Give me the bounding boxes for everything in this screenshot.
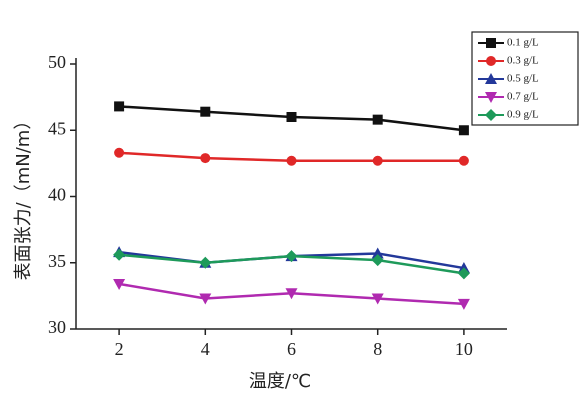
marker	[458, 155, 469, 166]
x-tick-label: 4	[201, 339, 210, 359]
marker	[457, 267, 470, 280]
marker	[199, 256, 212, 269]
x-axis-label: 温度/℃	[249, 371, 311, 392]
y-tick-label: 50	[48, 52, 66, 72]
marker	[286, 112, 297, 122]
legend-marker	[486, 38, 496, 48]
legend-label: 0.9 g/L	[507, 109, 539, 121]
marker	[114, 101, 125, 112]
marker	[286, 155, 297, 166]
marker	[457, 298, 470, 310]
y-axis-label: 表面张力/（mN/m）	[13, 112, 34, 281]
marker	[372, 114, 383, 125]
legend-marker	[486, 56, 496, 66]
legend-label: 0.3 g/L	[507, 55, 539, 67]
marker	[113, 248, 126, 261]
marker	[285, 288, 298, 300]
marker	[200, 106, 211, 117]
legend-label: 0.5 g/L	[507, 73, 539, 85]
legend-marker	[485, 92, 497, 103]
marker	[285, 250, 298, 263]
marker	[458, 125, 469, 136]
marker	[199, 293, 212, 305]
marker	[372, 155, 383, 166]
marker	[371, 247, 384, 259]
marker	[371, 254, 384, 267]
marker	[114, 147, 125, 158]
x-tick-label: 6	[287, 339, 296, 359]
marker	[113, 278, 126, 290]
x-tick-label: 2	[115, 339, 124, 359]
y-tick-label: 35	[48, 251, 66, 271]
legend-label: 0.7 g/L	[507, 91, 539, 103]
y-tick-label: 30	[48, 317, 66, 337]
marker	[200, 153, 211, 164]
legend-marker	[485, 109, 497, 121]
marker	[371, 293, 384, 305]
x-tick-label: 10	[455, 339, 473, 359]
legend-marker	[485, 73, 497, 84]
x-tick-label: 8	[373, 339, 382, 359]
y-tick-label: 45	[48, 118, 66, 138]
y-tick-label: 40	[48, 185, 66, 205]
legend-label: 0.1 g/L	[507, 37, 539, 49]
